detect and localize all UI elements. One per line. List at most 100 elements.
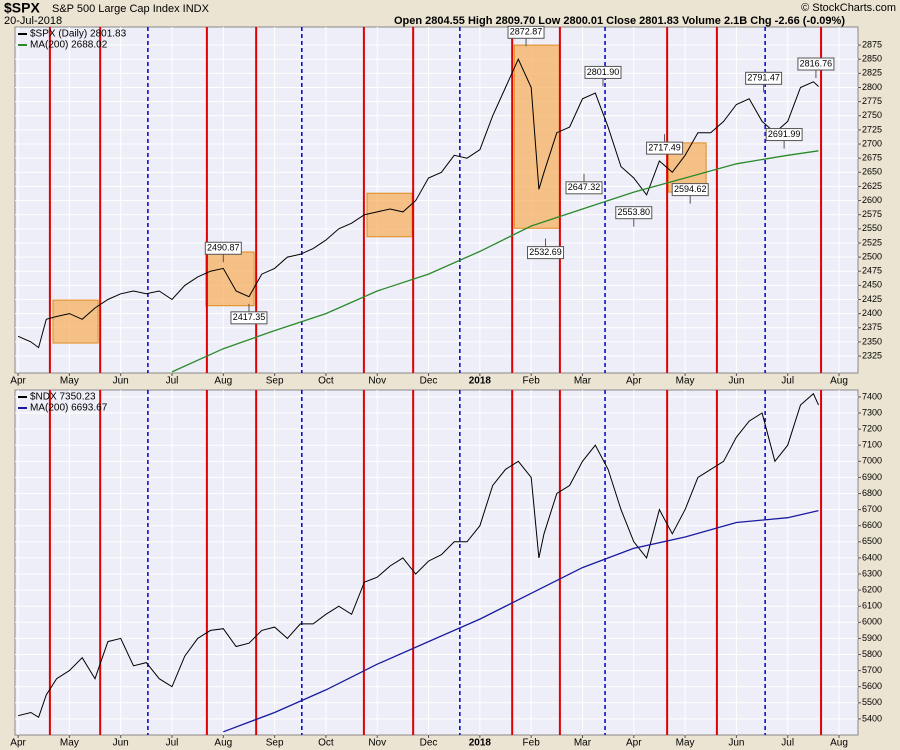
x-tick-label: Jul — [781, 738, 794, 749]
y-tick-label: 7400 — [862, 391, 882, 401]
y-tick-label: 2825 — [862, 68, 882, 78]
annotation-box — [615, 206, 653, 220]
quote: Open 2804.55 High 2809.70 Low 2800.01 Cl… — [394, 15, 845, 27]
y-tick-label: 6900 — [862, 472, 882, 482]
y-tick-label: 2400 — [862, 308, 882, 318]
y-tick-label: 2350 — [862, 336, 882, 346]
annotation-box — [671, 183, 709, 197]
annotation-label: 2553.80 — [618, 207, 651, 217]
y-tick-label: 2550 — [862, 223, 882, 233]
highlight-box — [205, 251, 255, 307]
x-tick-label: May — [60, 738, 79, 749]
x-tick-label: Oct — [318, 376, 334, 387]
y-tick-label: 2375 — [862, 322, 882, 332]
x-tick-label: Jul — [166, 376, 179, 387]
y-tick-label: 5500 — [862, 697, 882, 707]
x-tick-label: Nov — [368, 738, 386, 749]
annotation-box — [204, 241, 242, 255]
y-tick-label: 6200 — [862, 584, 882, 594]
y-tick-label: 6700 — [862, 504, 882, 514]
y-tick-label: 6600 — [862, 520, 882, 530]
copyright: © StockCharts.com — [801, 2, 896, 14]
annotation-label: 2791.47 — [747, 73, 780, 83]
x-tick-label: Aug — [830, 376, 848, 387]
annotation-box — [230, 311, 268, 325]
annotation-box — [646, 141, 684, 155]
y-tick-label: 2725 — [862, 124, 882, 134]
y-tick-label: 6300 — [862, 568, 882, 578]
y-tick-label: 5700 — [862, 665, 882, 675]
legend-label: $SPX (Daily) 2801.83 — [30, 29, 127, 40]
highlight-box — [52, 299, 99, 344]
y-tick-label: 2450 — [862, 280, 882, 290]
x-tick-label: Feb — [523, 376, 541, 387]
highlight-box — [366, 192, 413, 238]
y-tick-label: 6100 — [862, 601, 882, 611]
x-tick-label: Aug — [830, 738, 848, 749]
y-tick-label: 2475 — [862, 266, 882, 276]
x-tick-label: Jun — [728, 738, 744, 749]
annotation-label: 2417.35 — [233, 312, 266, 322]
y-tick-label: 2775 — [862, 96, 882, 106]
x-tick-label: Apr — [10, 376, 26, 387]
y-tick-label: 2875 — [862, 39, 882, 49]
x-tick-label: Mar — [574, 376, 592, 387]
x-tick-label: Nov — [368, 376, 386, 387]
x-tick-label: May — [676, 376, 695, 387]
annotation-box — [745, 71, 783, 85]
x-tick-label: Mar — [574, 738, 592, 749]
plot-area — [14, 389, 859, 736]
annotation-box — [584, 65, 622, 79]
x-tick-label: Jul — [166, 738, 179, 749]
legend-label: $NDX 7350.23 — [30, 392, 96, 403]
y-tick-label: 2525 — [862, 237, 882, 247]
plot-area — [14, 26, 859, 374]
description: S&P 500 Large Cap Index INDX — [52, 3, 210, 15]
price-line — [171, 150, 819, 373]
legend-label: MA(200) 6693.67 — [30, 403, 108, 414]
annotation-label: 2594.62 — [674, 184, 707, 194]
y-tick-label: 2325 — [862, 350, 882, 360]
annotation-label: 2816.76 — [800, 58, 833, 68]
y-tick-label: 2600 — [862, 195, 882, 205]
price-line — [17, 392, 819, 719]
x-tick-label: Dec — [420, 738, 438, 749]
y-tick-label: 6800 — [862, 488, 882, 498]
y-tick-label: 2500 — [862, 251, 882, 261]
x-tick-label: Sep — [266, 738, 284, 749]
highlight-box — [513, 44, 561, 229]
x-tick-label: Apr — [626, 376, 642, 387]
x-tick-label: Dec — [420, 376, 438, 387]
x-tick-label: Oct — [318, 738, 334, 749]
price-line — [17, 57, 819, 349]
x-tick-label: 2018 — [469, 738, 492, 749]
x-tick-label: May — [60, 376, 79, 387]
y-tick-label: 7300 — [862, 407, 882, 417]
y-tick-label: 6400 — [862, 552, 882, 562]
y-tick-label: 5800 — [862, 649, 882, 659]
annotation-label: 2717.49 — [648, 143, 681, 153]
x-tick-label: Jun — [113, 376, 129, 387]
x-tick-label: Apr — [626, 738, 642, 749]
x-tick-label: May — [676, 738, 695, 749]
y-tick-label: 2850 — [862, 54, 882, 64]
symbol: $SPX — [4, 0, 40, 16]
legend-label: MA(200) 2688.02 — [30, 40, 108, 51]
annotation-box — [797, 57, 835, 71]
annotation-label: 2691.99 — [768, 129, 801, 139]
annotation-box — [765, 128, 803, 142]
x-tick-label: Aug — [214, 738, 232, 749]
y-tick-label: 7200 — [862, 423, 882, 433]
annotation-label: 2490.87 — [207, 243, 240, 253]
annotation-label: 2532.69 — [529, 247, 562, 257]
y-tick-label: 5600 — [862, 681, 882, 691]
price-line — [223, 509, 819, 733]
y-tick-label: 6500 — [862, 536, 882, 546]
y-tick-label: 2750 — [862, 110, 882, 120]
x-tick-label: Jul — [781, 376, 794, 387]
annotation-box — [507, 25, 545, 39]
x-tick-label: Apr — [10, 738, 26, 749]
y-tick-label: 5900 — [862, 633, 882, 643]
y-tick-label: 2425 — [862, 294, 882, 304]
